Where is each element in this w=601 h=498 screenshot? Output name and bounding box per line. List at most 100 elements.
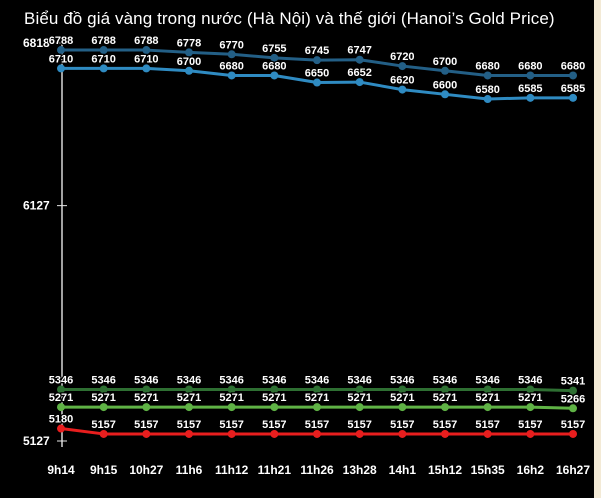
x-tick-label: 9h15 [90, 463, 118, 477]
data-label: 6700 [177, 56, 201, 68]
data-label: 5346 [177, 374, 201, 386]
data-label: 5346 [219, 374, 243, 386]
data-point [227, 50, 236, 59]
data-point [441, 66, 449, 75]
data-point [526, 385, 535, 394]
data-label: 5346 [305, 374, 329, 386]
data-point [355, 55, 364, 64]
x-tick-label: 11h26 [300, 463, 334, 477]
data-point [57, 403, 65, 412]
data-label: 6680 [561, 60, 585, 72]
data-label: 6788 [49, 35, 73, 47]
data-label: 5157 [305, 419, 329, 431]
data-point [441, 403, 449, 412]
data-point [99, 64, 108, 73]
data-point [483, 385, 492, 394]
x-tick-label: 16h2 [517, 463, 545, 477]
data-label: 6755 [262, 43, 286, 55]
data-point [99, 385, 108, 394]
data-label: 5271 [134, 392, 158, 404]
data-point [99, 429, 108, 438]
data-label: 5271 [49, 392, 73, 404]
data-label: 6680 [262, 60, 286, 72]
data-point [398, 62, 407, 71]
data-point [270, 385, 279, 394]
data-label: 6585 [518, 83, 542, 95]
data-label: 5157 [390, 419, 414, 431]
data-point [57, 64, 65, 73]
data-label: 6788 [91, 35, 115, 47]
data-label: 5271 [305, 392, 329, 404]
data-label: 5346 [347, 374, 371, 386]
data-point [483, 429, 492, 438]
data-point [142, 403, 151, 412]
data-point [185, 385, 193, 394]
data-point [270, 53, 279, 62]
x-tick-label: 11h21 [258, 463, 292, 477]
data-point [441, 90, 449, 99]
data-label: 5346 [91, 374, 115, 386]
data-point [185, 403, 193, 412]
data-label: 6680 [475, 60, 499, 72]
data-point [270, 403, 279, 412]
data-point [355, 403, 364, 412]
data-label: 6788 [134, 35, 158, 47]
data-label: 5346 [134, 374, 158, 386]
data-point [398, 385, 407, 394]
data-label: 5157 [219, 419, 243, 431]
data-point [227, 385, 236, 394]
data-point [185, 66, 193, 75]
data-label: 5266 [561, 393, 585, 405]
data-point [142, 64, 151, 73]
data-point [355, 385, 364, 394]
data-label: 5157 [177, 419, 201, 431]
data-point [142, 46, 151, 55]
data-label: 5157 [134, 419, 158, 431]
data-label: 5346 [262, 374, 286, 386]
data-label: 5271 [177, 392, 201, 404]
data-label: 6710 [49, 53, 73, 65]
data-label: 6720 [390, 51, 414, 63]
data-point [313, 429, 321, 438]
data-point [526, 429, 535, 438]
x-tick-label: 15h12 [428, 463, 462, 477]
x-tick-label: 11h6 [176, 463, 203, 477]
data-label: 6652 [347, 67, 371, 79]
data-point [569, 386, 577, 395]
page-edge [594, 0, 601, 498]
data-label: 5157 [518, 419, 542, 431]
data-point [185, 48, 193, 57]
data-label: 6580 [475, 84, 499, 96]
x-tick-label: 11h12 [215, 463, 249, 477]
data-label: 6710 [134, 53, 158, 65]
data-point [57, 46, 65, 55]
data-point [313, 403, 321, 412]
y-tick-label: 5127 [23, 434, 50, 448]
data-point [313, 56, 321, 65]
y-tick-label: 6127 [23, 199, 50, 213]
data-point [441, 429, 449, 438]
data-label: 6680 [219, 60, 243, 72]
data-point [57, 424, 65, 433]
data-point [569, 404, 577, 413]
data-label: 5157 [91, 419, 115, 431]
data-point [483, 403, 492, 412]
data-point [142, 429, 151, 438]
data-label: 5157 [433, 419, 457, 431]
data-label: 6745 [305, 45, 329, 57]
data-label: 6680 [518, 60, 542, 72]
data-point [313, 385, 321, 394]
x-tick-label: 10h27 [129, 463, 163, 477]
data-label: 5271 [390, 392, 414, 404]
data-label: 5157 [475, 419, 499, 431]
x-tick-label: 13h28 [343, 463, 377, 477]
x-tick-label: 9h14 [47, 463, 75, 477]
data-point [227, 71, 236, 80]
data-label: 5346 [390, 374, 414, 386]
data-label: 5271 [262, 392, 286, 404]
data-label: 6585 [561, 83, 585, 95]
data-point [355, 78, 364, 87]
data-label: 5346 [433, 374, 457, 386]
data-label: 5271 [347, 392, 371, 404]
data-point [441, 385, 449, 394]
